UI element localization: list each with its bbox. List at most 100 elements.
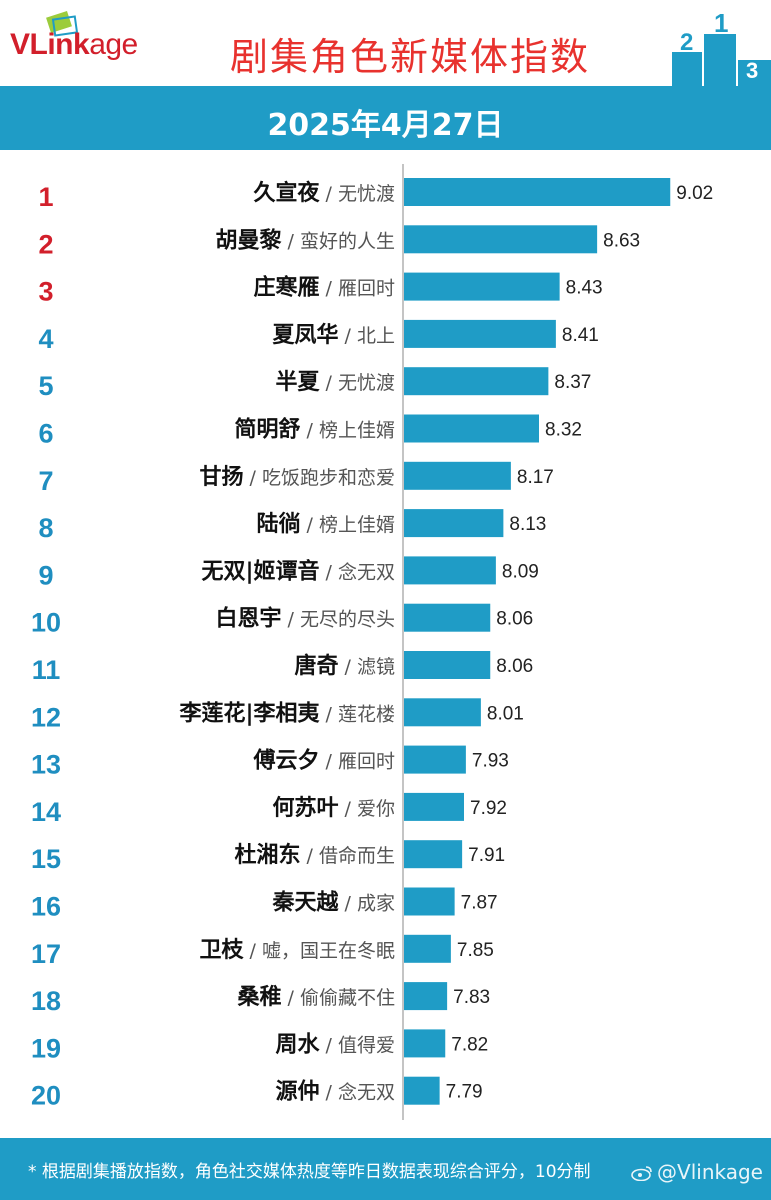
bar — [404, 792, 464, 821]
category-label: 何苏叶 / 爱你 — [273, 795, 395, 821]
rank-label: 16 — [31, 892, 61, 922]
category-label: 胡曼黎 / 蛮好的人生 — [216, 227, 395, 253]
character-name: 半夏 — [276, 370, 321, 395]
value-label: 8.37 — [554, 372, 591, 393]
drama-name: / 偷偷藏不住 — [288, 987, 395, 1009]
character-name: 傅云夕 — [253, 748, 320, 774]
header: VLinkage 剧集角色新媒体指数 2 1 3 — [0, 0, 771, 86]
chart-row-7: 7 甘扬 / 吃饭跑步和恋爱 8.17 — [38, 461, 554, 496]
value-label: 8.09 — [502, 561, 539, 582]
drama-name: / 榜上佳婿 — [307, 514, 395, 536]
character-name: 简明舒 — [235, 417, 301, 443]
bar — [404, 178, 671, 206]
chart-row-18: 18 桑稚 / 偷偷藏不住 7.83 — [31, 982, 490, 1016]
category-label: 源仲 / 念无双 — [276, 1079, 395, 1105]
rank-label: 14 — [31, 797, 61, 827]
rank-label: 17 — [31, 939, 61, 969]
podium-number-3: 3 — [746, 58, 758, 83]
character-name: 周水 — [276, 1032, 321, 1057]
category-label: 白恩宇 / 无尽的尽头 — [216, 606, 395, 632]
ranking-bar-chart: 1 久宣夜 / 无忧渡 9.022 胡曼黎 / 蛮好的人生 8.633 庄寒雁 / 雁回时 8.4… — [31, 164, 713, 1120]
logo-mark-icon — [46, 10, 79, 37]
footnote: * 根据剧集播放指数，角色社交媒体热度等昨日数据表现综合评分，10分制 — [28, 1162, 591, 1182]
character-name: 久宣夜 — [254, 180, 321, 206]
character-name: 庄寒雁 — [254, 275, 320, 301]
category-label: 庄寒雁 / 雁回时 — [254, 275, 395, 301]
bar — [404, 982, 448, 1011]
chart-row-14: 14 何苏叶 / 爱你 7.92 — [31, 792, 507, 827]
character-name: 夏凤华 — [273, 322, 339, 348]
rank-label: 1 — [38, 182, 53, 212]
chart-row-9: 9 无双|姬谭音 / 念无双 8.09 — [38, 556, 539, 590]
value-label: 8.63 — [603, 230, 640, 251]
chart-row-16: 16 秦天越 / 成家 7.87 — [31, 887, 498, 922]
brand-logo: VLinkage — [10, 28, 138, 62]
chart-row-3: 3 庄寒雁 / 雁回时 8.43 — [38, 272, 603, 307]
rank-label: 3 — [38, 277, 53, 307]
rank-label: 20 — [31, 1081, 61, 1111]
value-label: 7.79 — [446, 1082, 483, 1103]
value-label: 8.06 — [496, 609, 533, 630]
drama-name: / 嘘，国王在冬眠 — [250, 940, 395, 962]
weibo-icon — [631, 1166, 652, 1181]
character-name: 胡曼黎 — [216, 227, 282, 253]
category-label: 简明舒 / 榜上佳婿 — [235, 417, 395, 443]
drama-name: / 无忧渡 — [326, 183, 395, 205]
podium-number-1: 1 — [714, 12, 728, 38]
drama-name: / 念无双 — [326, 1081, 395, 1104]
chart-row-10: 10 白恩宇 / 无尽的尽头 8.06 — [31, 603, 533, 638]
rank-label: 2 — [38, 229, 53, 259]
logo-text-bold: Link — [29, 28, 90, 61]
rank-label: 10 — [31, 608, 61, 638]
value-label: 7.91 — [468, 845, 505, 866]
category-label: 久宣夜 / 无忧渡 — [254, 180, 395, 206]
podium-number-2: 2 — [680, 29, 693, 56]
rank-label: 5 — [38, 371, 53, 401]
value-label: 7.93 — [472, 751, 509, 772]
rank-label: 9 — [38, 560, 53, 590]
value-label: 8.43 — [566, 278, 603, 299]
bar — [404, 414, 539, 443]
bar — [404, 556, 496, 585]
rank-label: 19 — [31, 1033, 61, 1063]
value-label: 8.13 — [509, 514, 546, 535]
bar — [404, 1076, 440, 1105]
character-name: 白恩宇 — [216, 606, 282, 632]
category-label: 桑稚 / 偷偷藏不住 — [238, 985, 395, 1010]
rank-label: 11 — [32, 655, 61, 685]
category-label: 秦天越 / 成家 — [272, 891, 395, 916]
value-label: 8.41 — [562, 325, 599, 346]
category-label: 杜湘东 / 借命而生 — [235, 842, 395, 868]
value-label: 7.92 — [470, 798, 507, 819]
chart-row-2: 2 胡曼黎 / 蛮好的人生 8.63 — [38, 225, 640, 259]
drama-name: / 北上 — [345, 325, 395, 347]
drama-name: / 借命而生 — [307, 845, 395, 867]
bar — [404, 651, 491, 679]
bar — [404, 225, 598, 254]
rank-label: 15 — [31, 844, 61, 874]
podium-icon: 2 1 3 — [672, 12, 771, 86]
character-name: 桑稚 — [238, 985, 282, 1010]
date-label: 2025年4月27日 — [267, 108, 504, 143]
bar — [404, 319, 556, 348]
character-name: 李莲花|李相夷 — [179, 700, 321, 726]
category-label: 卫枝 / 嘘，国王在冬眠 — [200, 938, 395, 963]
drama-name: / 爱你 — [345, 798, 395, 820]
category-label: 夏凤华 / 北上 — [273, 322, 395, 348]
character-name: 何苏叶 — [273, 795, 339, 821]
chart-row-1: 1 久宣夜 / 无忧渡 9.02 — [38, 178, 713, 212]
chart-row-20: 20 源仲 / 念无双 7.79 — [31, 1076, 483, 1111]
rank-label: 4 — [38, 324, 53, 354]
value-label: 7.83 — [453, 987, 490, 1008]
character-name: 无双|姬谭音 — [202, 558, 320, 584]
category-label: 甘扬 / 吃饭跑步和恋爱 — [200, 465, 395, 490]
character-name: 源仲 — [276, 1079, 320, 1105]
value-label: 8.17 — [517, 467, 554, 488]
category-label: 半夏 / 无忧渡 — [276, 370, 395, 395]
rank-label: 18 — [31, 986, 61, 1016]
bar — [404, 509, 504, 538]
drama-name: / 念无双 — [326, 560, 395, 583]
bar — [404, 934, 451, 963]
category-label: 李莲花|李相夷 / 莲花楼 — [179, 700, 396, 726]
value-label: 8.06 — [496, 656, 533, 677]
